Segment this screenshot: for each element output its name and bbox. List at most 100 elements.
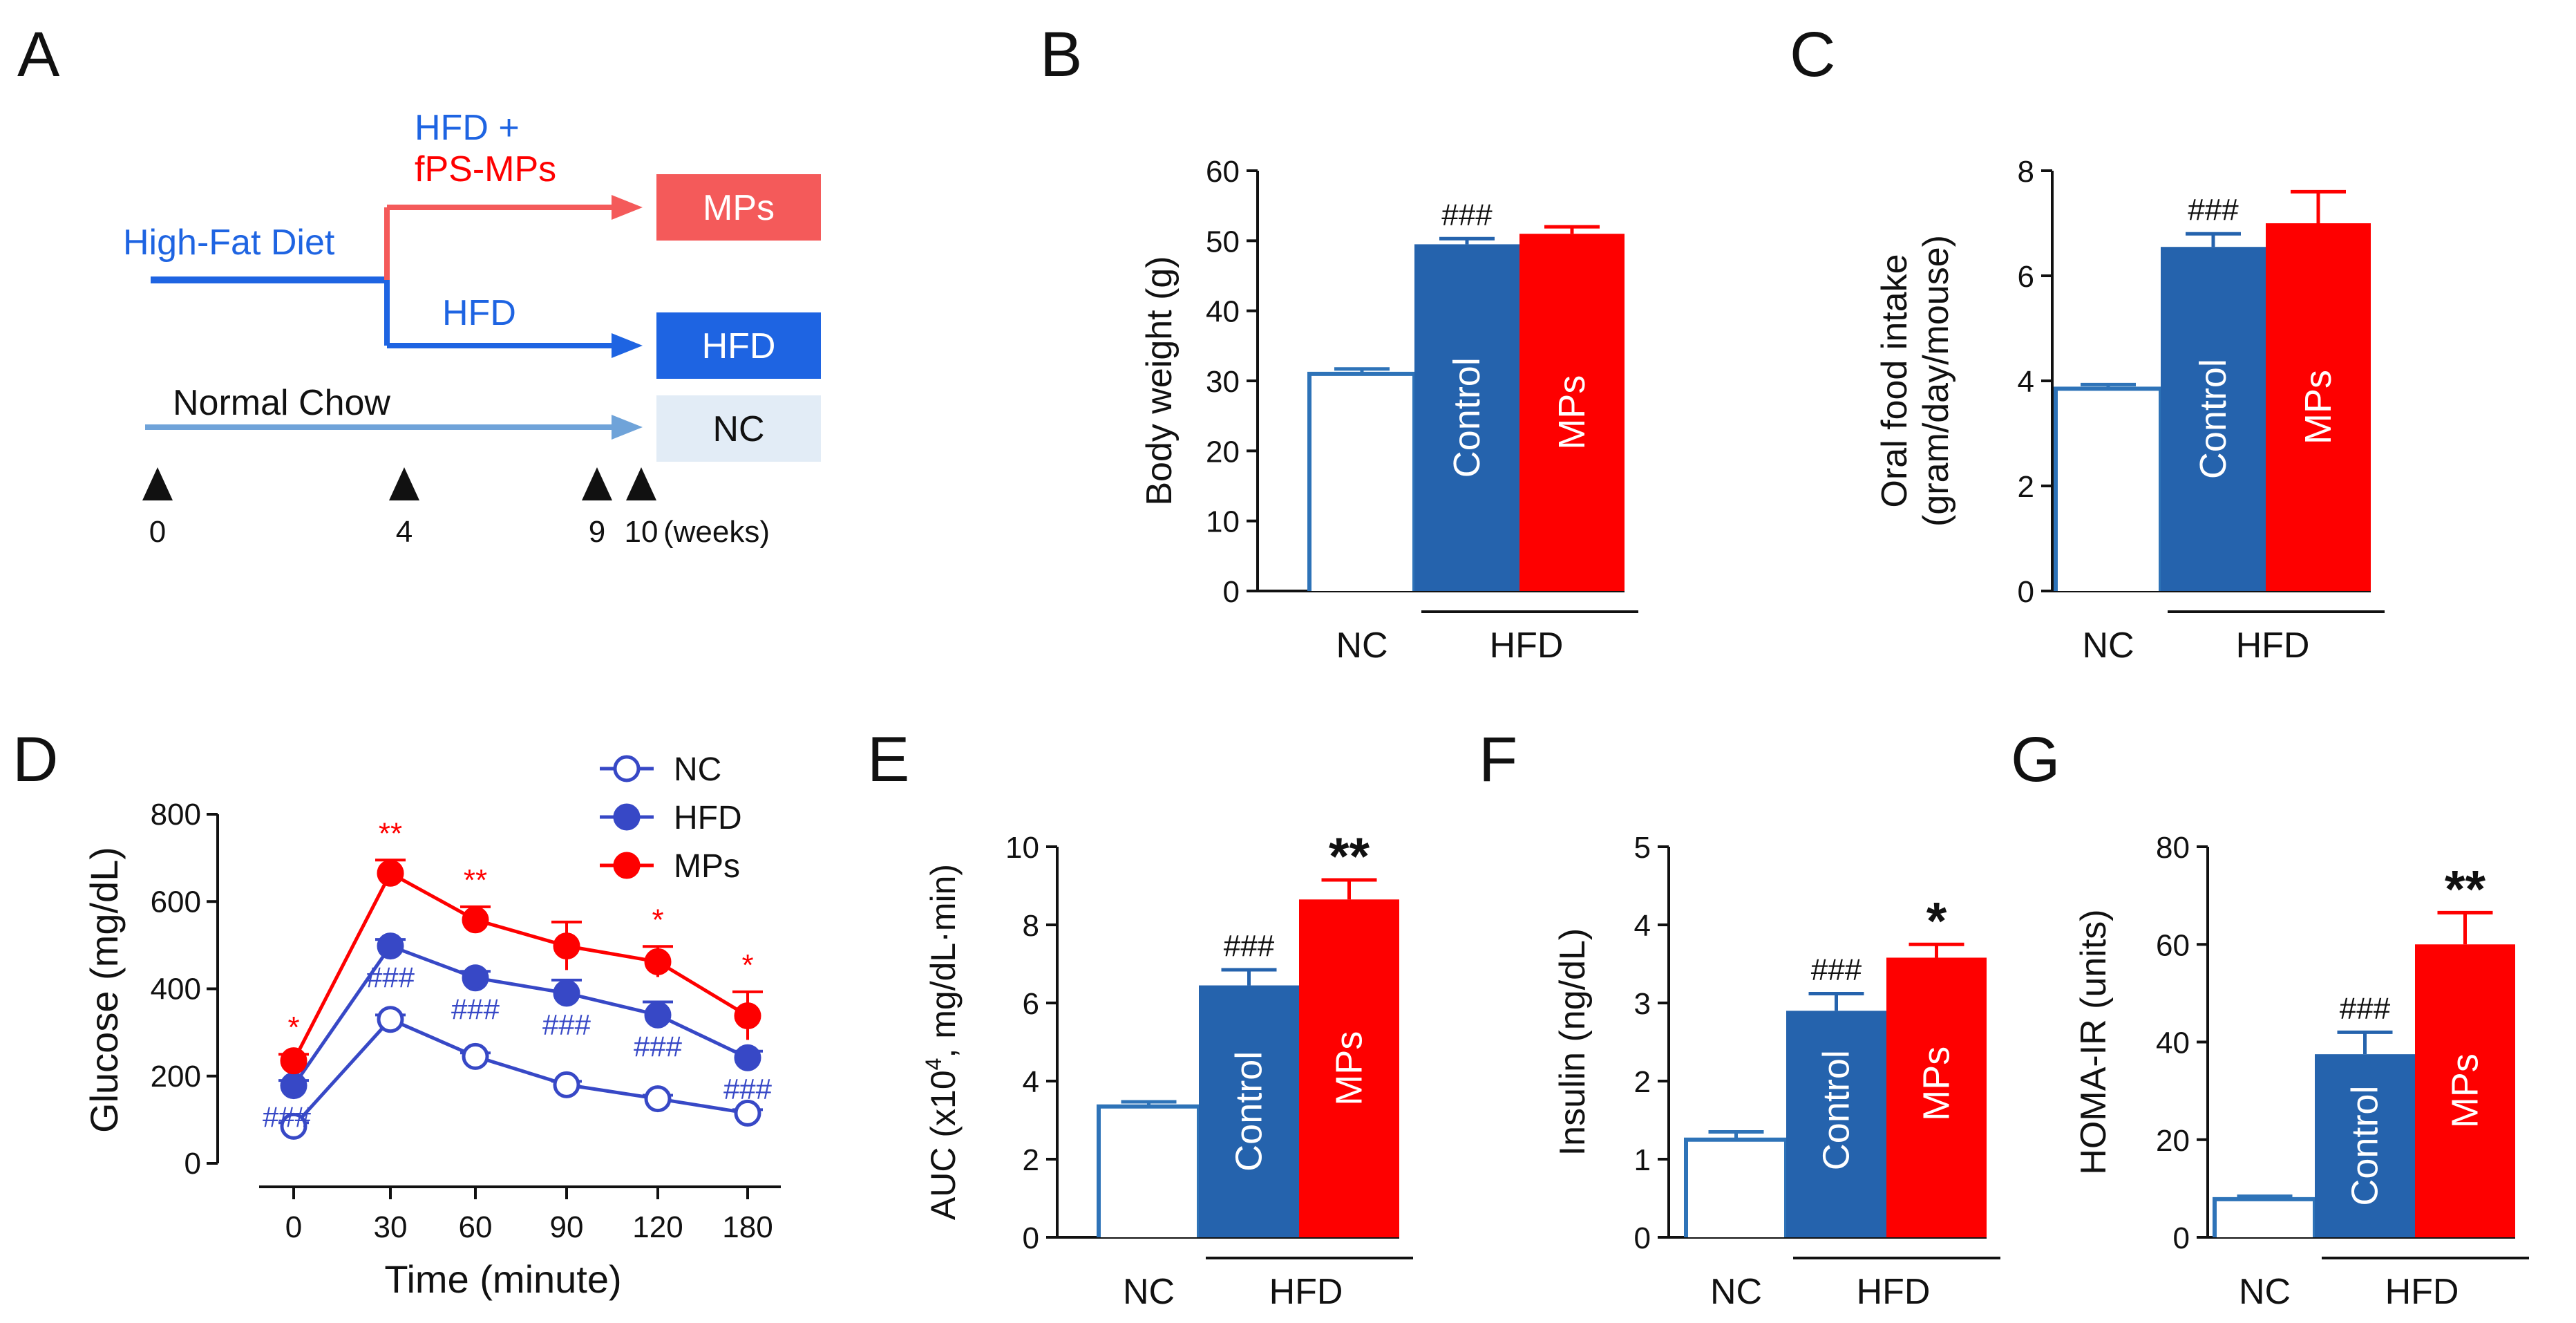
y-axis-label: Glucose (mg/dL)	[82, 847, 126, 1133]
x-label-nc: NC	[1710, 1272, 1762, 1312]
x-label-nc: NC	[1336, 626, 1388, 666]
y-tick-label: 2	[1634, 1065, 1651, 1099]
bar-hfd-control	[1414, 244, 1519, 591]
point-mps	[553, 932, 580, 960]
x-label-nc: NC	[2082, 626, 2134, 666]
annotation-star: **	[2445, 860, 2486, 919]
y-tick-label: 10	[1206, 505, 1240, 539]
y-tick-label: 4	[1023, 1065, 1039, 1099]
bar-label-control: Control	[2193, 359, 2234, 479]
bar-nc	[1307, 371, 1417, 591]
bar-label-mps: MPs	[2445, 1053, 2486, 1128]
x-label-hfd-group: HFD	[1490, 626, 1564, 666]
point-hfd	[734, 1044, 761, 1071]
x-axis-label: Time (minute)	[384, 1257, 621, 1301]
point-hfd	[280, 1072, 307, 1100]
y-tick-label: 400	[151, 973, 201, 1006]
bar-label-mps: MPs	[2298, 370, 2339, 444]
point-nc	[377, 1006, 404, 1033]
y-axis-label-sup: 4	[921, 1058, 946, 1071]
fps-mps-label: fPS-MPs	[415, 149, 556, 189]
chart-glucose-tolerance: 0 200 400 600 800 0 30 60 90 120 180 Time (minute) G…	[82, 751, 781, 1301]
bar-mps	[1299, 899, 1399, 1237]
legend-label-mps: MPs	[674, 848, 740, 885]
legend-label-hfd: HFD	[674, 800, 742, 836]
point-hfd	[644, 1001, 672, 1029]
point-nc	[462, 1042, 489, 1070]
hfd-arm-label: HFD	[442, 293, 516, 333]
annotation-star: *	[741, 948, 753, 982]
bar-label-mps: MPs	[1329, 1031, 1370, 1106]
x-label-hfd-group: HFD	[1269, 1272, 1343, 1312]
annotation-hash: ###	[1224, 929, 1275, 963]
bar-nc	[1684, 1137, 1788, 1237]
panel-label-c: C	[1790, 19, 1835, 90]
annotation-hash: ###	[1811, 953, 1862, 986]
normal-chow-label: Normal Chow	[173, 383, 390, 423]
annotation-star: **	[464, 863, 487, 897]
panel-label-d: D	[12, 724, 58, 795]
y-tick-label: 600	[151, 885, 201, 919]
y-tick-label: 2	[1023, 1143, 1039, 1177]
nc-arrowhead	[612, 415, 643, 440]
y-axis-label: HOMA-IR (units)	[2074, 909, 2114, 1174]
point-mps	[462, 906, 489, 934]
y-tick-label: 4	[1634, 909, 1651, 943]
panel-label-b: B	[1040, 19, 1082, 90]
y-tick-label: 800	[151, 798, 201, 832]
chart-insulin: 0 1 2 3 4 5 Insulin (ng/dL) Control ### MPs * NC HFD	[1553, 831, 2000, 1312]
point-mps	[377, 859, 404, 887]
y-tick-label: 0	[2173, 1221, 2190, 1255]
box-nc-label: NC	[712, 409, 764, 449]
box-mps	[656, 174, 821, 241]
y-axis-label-part: AUC (x10	[924, 1070, 963, 1220]
high-fat-diet-label: High-Fat Diet	[123, 223, 335, 263]
y-tick-label: 0	[2018, 575, 2034, 609]
bar-nc	[2054, 386, 2163, 591]
bar-mps	[2266, 223, 2371, 591]
bar-mps	[1519, 234, 1625, 591]
panel-label-e: E	[867, 724, 909, 795]
annotation-hash: ###	[263, 1101, 312, 1134]
y-tick-label: 60	[1206, 155, 1240, 189]
y-tick-label: 0	[1023, 1221, 1039, 1255]
x-tick-label: 0	[285, 1210, 302, 1244]
box-hfd-label: HFD	[702, 326, 776, 366]
y-tick-label: 4	[2018, 365, 2034, 399]
bar-label-mps: MPs	[1916, 1047, 1958, 1121]
bar-hfd-control	[2161, 247, 2266, 591]
y-tick-label: 0	[184, 1147, 201, 1181]
panel-a-study-design: A MPs HFD + fPS-MPs High-Fat Diet HFD HF…	[17, 19, 821, 549]
bar-hfd-control	[1199, 985, 1299, 1237]
legend-marker-mps	[613, 852, 641, 879]
y-axis-label: Insulin (ng/dL)	[1553, 928, 1593, 1156]
point-nc	[280, 1112, 307, 1140]
week-0-marker	[142, 467, 173, 500]
chart-body-weight: 0 10 20 30 40 50 60 Body weight (g) Control ### MP…	[1139, 155, 1638, 666]
box-mps-label: MPs	[703, 188, 775, 228]
series-line-mps	[292, 870, 749, 1062]
annotation-star: **	[379, 816, 402, 850]
x-tick-label: 60	[459, 1210, 493, 1244]
y-axis-label: Body weight (g)	[1139, 256, 1180, 505]
panel-label-a: A	[17, 19, 60, 90]
x-tick-label: 180	[722, 1210, 773, 1244]
y-tick-label: 1	[1634, 1143, 1651, 1177]
annotation-star: *	[1926, 892, 1947, 950]
week-0-label: 0	[149, 515, 166, 549]
bar-label-control: Control	[2345, 1086, 2386, 1206]
point-mps	[280, 1047, 307, 1075]
weeks-unit-label: (weeks)	[663, 515, 770, 549]
panel-label-g: G	[2011, 724, 2061, 795]
y-tick-label: 10	[1005, 831, 1039, 865]
y-axis-label: AUC (x104, mg/dL·min)	[921, 864, 963, 1220]
bar-mps	[1886, 957, 1987, 1237]
y-tick-label: 0	[1634, 1221, 1651, 1255]
y-tick-label: 80	[2156, 831, 2190, 865]
y-tick-label: 8	[1023, 909, 1039, 943]
annotation-hash: ###	[2188, 193, 2239, 227]
annotation-star: *	[652, 903, 663, 937]
hfd-plus-label: HFD +	[415, 108, 520, 148]
annotation-hash: ###	[723, 1073, 773, 1105]
